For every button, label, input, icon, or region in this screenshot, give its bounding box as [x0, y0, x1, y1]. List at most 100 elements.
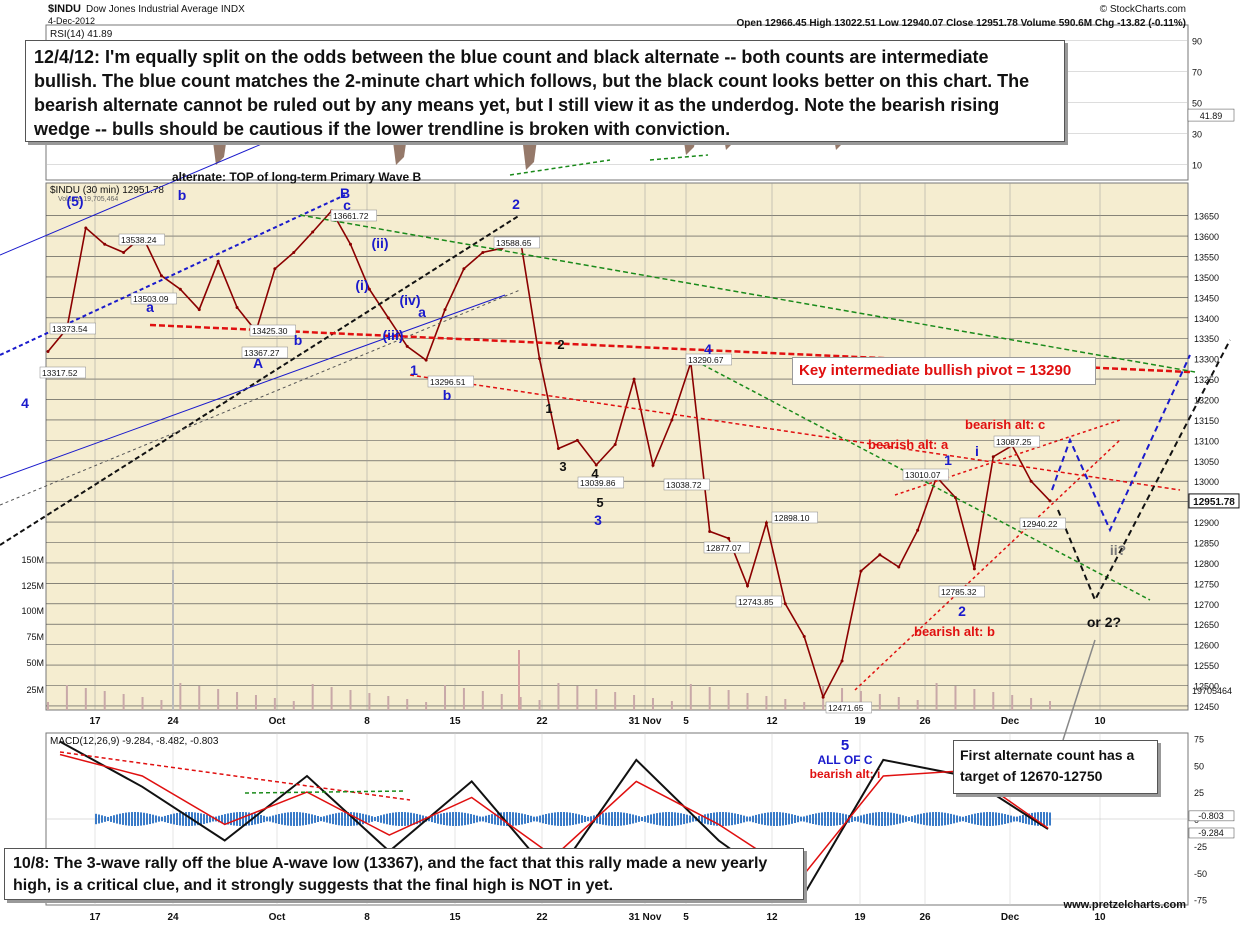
footer-url: www.pretzelcharts.com [1063, 899, 1187, 911]
blue-wave-label: (i) [355, 277, 368, 293]
macd-histogram-bar [965, 815, 967, 823]
macd-histogram-bar [131, 812, 133, 826]
macd-histogram-bar [683, 813, 685, 825]
macd-histogram-bar [920, 813, 922, 825]
price-label-box [577, 476, 624, 489]
macd-histogram-bar [407, 812, 409, 826]
price-point [972, 567, 976, 571]
x-tick-label: 5 [683, 716, 689, 727]
price-tick-label: 12650 [1194, 620, 1219, 630]
macd-histogram-bar [968, 815, 970, 823]
price-point [802, 634, 806, 638]
macd-histogram-bar [860, 815, 862, 823]
volume-bar [689, 684, 692, 710]
x-tick-label: 24 [167, 716, 179, 727]
macd-histogram-bar [836, 812, 838, 826]
macd-histogram-bar [128, 812, 130, 826]
header-copyright: © StockCharts.com [1100, 4, 1186, 15]
macd-histogram-bar [896, 813, 898, 825]
price-tick-label: 13600 [1194, 232, 1219, 242]
price-point [159, 274, 163, 278]
macd-histogram-bar [542, 814, 544, 824]
alternate-top-annotation: alternate: TOP of long-term Primary Wave… [172, 170, 422, 184]
macd-histogram-bar [143, 812, 145, 826]
macd-histogram-bar [587, 816, 589, 822]
price-point [575, 438, 579, 442]
price-label: 13373.54 [52, 324, 88, 334]
price-label-box [249, 324, 296, 337]
blue-wave-label: 1 [410, 362, 418, 378]
black-projection [1057, 339, 1231, 603]
volume-bar [141, 697, 144, 710]
macd-histogram-bar [287, 812, 289, 826]
macd-histogram-bar [875, 812, 877, 826]
volume-bar [179, 683, 182, 710]
price-point [178, 287, 182, 291]
macd-histogram-bar [410, 812, 412, 826]
macd-histogram-bar [656, 813, 658, 825]
macd-histogram-bar [959, 816, 961, 822]
macd-histogram-bar [308, 813, 310, 825]
macd-histogram-bar [1037, 812, 1039, 826]
macd-histogram-bar [392, 812, 394, 826]
macd-histogram-bar [125, 812, 127, 826]
macd-histogram-bar [947, 813, 949, 825]
volume-bar [217, 689, 220, 710]
rsi-last-value: 41.89 [1200, 111, 1223, 121]
black-wave-label: 1 [545, 401, 552, 416]
macd-histogram-bar [158, 816, 160, 822]
blue-wave-label: b [294, 332, 303, 348]
macd-histogram-bar [509, 812, 511, 826]
macd-histogram-bar [1010, 815, 1012, 823]
price-label-box [1019, 517, 1066, 530]
price-point [594, 463, 598, 467]
macd-histogram-bar [338, 812, 340, 826]
macd-histogram-bar [776, 812, 778, 826]
x-tick-label: 12 [766, 716, 778, 727]
rsi-legend: RSI(14) 41.89 [50, 29, 113, 40]
macd-histogram-bar [761, 813, 763, 825]
macd-histogram-bar [953, 814, 955, 824]
blue-wave-label: b [178, 187, 187, 203]
volume-bar [444, 685, 447, 710]
macd-histogram-bar [1004, 814, 1006, 824]
header-date: 4-Dec-2012 [48, 16, 95, 26]
macd-histogram-bar [188, 812, 190, 826]
all-of-c-label: ALL OF C [817, 753, 872, 767]
price-label: 13317.52 [42, 368, 78, 378]
macd-histogram-bar [413, 813, 415, 825]
macd-histogram-bar [545, 814, 547, 824]
macd-histogram-bar [98, 814, 100, 824]
macd-histogram-bar [806, 815, 808, 823]
blue-wave-label: B [340, 185, 350, 201]
macd-histogram-bar [374, 816, 376, 822]
blue-wave-label: i [975, 443, 979, 459]
price-tick-label: 13150 [1194, 416, 1219, 426]
price-label: 13367.27 [244, 348, 280, 358]
header-quote: Open 12966.45 High 13022.51 Low 12940.07… [737, 18, 1187, 29]
price-label: 12877.07 [706, 543, 742, 553]
macd-histogram-bar [389, 813, 391, 825]
blue-wave-label: 4 [704, 341, 712, 357]
macd-histogram-bar [512, 812, 514, 826]
x-tick-label-bottom: 8 [364, 912, 370, 923]
target-note: First alternate count has a target of 12… [953, 740, 1158, 794]
price-label-box [493, 236, 540, 249]
macd-histogram-bar [704, 814, 706, 824]
macd-last-value: -0.803 [1198, 811, 1224, 821]
price-tick-label: 13050 [1194, 457, 1219, 467]
price-point [727, 536, 731, 540]
or-2-label: or 2? [1087, 614, 1121, 630]
macd-histogram-bar [104, 816, 106, 822]
macd-histogram-bar [1019, 815, 1021, 823]
price-point [1048, 499, 1052, 503]
volume-bar [784, 699, 787, 710]
wave-5-label: 5 [841, 737, 849, 754]
macd-histogram-bar [446, 812, 448, 826]
macd-histogram-bar [386, 813, 388, 825]
volume-bar [1030, 698, 1033, 710]
bearish-alt-b-label: bearish alt: b [914, 624, 995, 639]
macd-histogram-bar [740, 814, 742, 824]
macd-tick-label: 25 [1194, 788, 1204, 798]
